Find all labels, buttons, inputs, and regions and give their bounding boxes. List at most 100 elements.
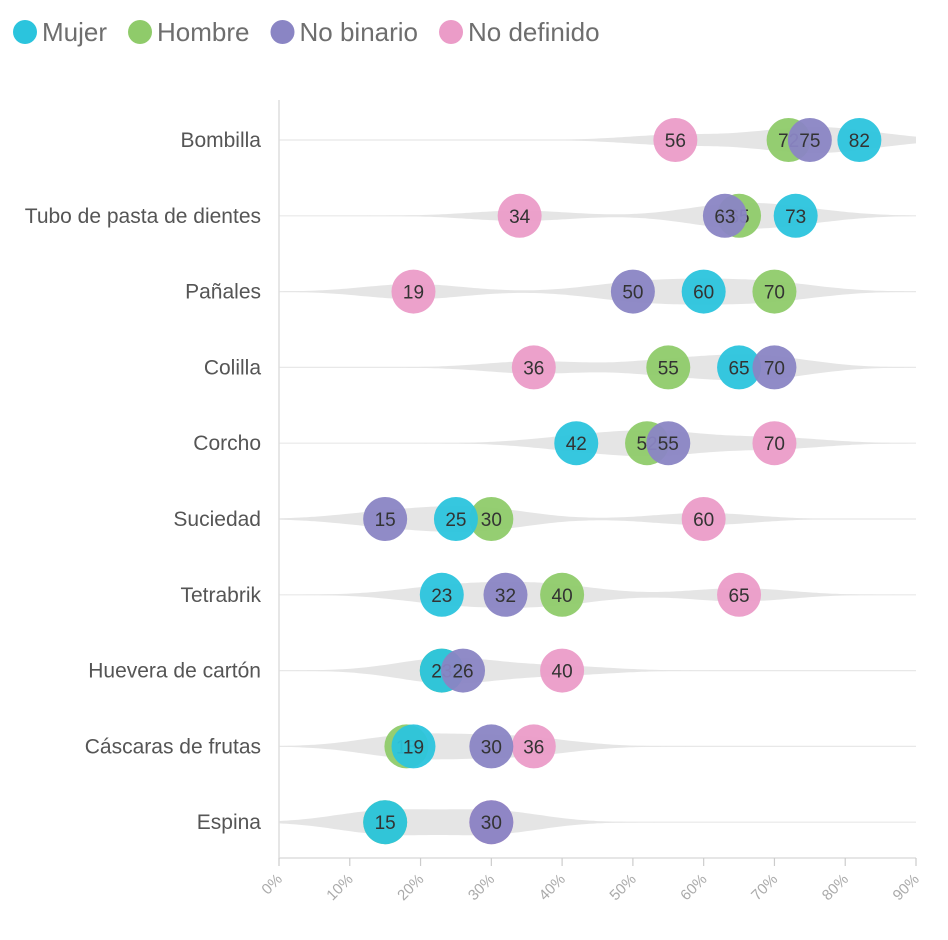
- dot-label-bombilla-no-binario: 75: [799, 131, 820, 152]
- category-label-cascaras-de-frutas: Cáscaras de frutas: [85, 735, 261, 758]
- dot-label-espina-mujer: 15: [375, 813, 396, 834]
- dot-label-huevera-de-carton-no-binario: 26: [452, 662, 473, 683]
- point-suciedad-hombre: 30: [469, 497, 514, 541]
- dot-corcho-mujer: [554, 421, 599, 466]
- dot-label-colilla-no-definido: 36: [523, 358, 544, 379]
- dot-corcho-no-binario: [646, 421, 691, 466]
- point-tetrabrik-hombre: 40: [540, 572, 585, 617]
- dot-label-huevera-de-carton-no-definido: 40: [552, 662, 573, 683]
- dot-panales-no-definido: [391, 269, 436, 314]
- legend-label-no-binario: No binario: [300, 17, 419, 47]
- dot-label-cascaras-de-frutas-no-definido: 36: [523, 737, 544, 758]
- point-cascaras-de-frutas-no-binario: 30: [469, 724, 514, 769]
- dot-tubo-de-pasta-de-dientes-mujer: [773, 193, 818, 238]
- dot-panales-hombre: [752, 269, 797, 314]
- x-tick-label-70: 70%: [748, 871, 781, 904]
- dot-suciedad-no-binario: [363, 497, 408, 541]
- dot-huevera-de-carton-no-definido: [540, 648, 585, 693]
- dot-cascaras-de-frutas-no-binario: [469, 724, 514, 769]
- category-label-colilla: Colilla: [204, 356, 262, 379]
- category-label-espina: Espina: [197, 811, 262, 834]
- dot-label-tubo-de-pasta-de-dientes-no-definido: 34: [509, 207, 531, 228]
- dot-tubo-de-pasta-de-dientes-no-definido: [497, 193, 542, 238]
- dot-label-colilla-hombre: 55: [658, 358, 679, 379]
- dot-label-tetrabrik-no-definido: 65: [728, 586, 749, 607]
- distribution-tubo-de-pasta-de-dientes: [279, 202, 916, 229]
- legend-swatch-hombre: [128, 20, 153, 44]
- dot-colilla-no-definido: [511, 345, 556, 390]
- category-label-huevera-de-carton: Huevera de cartón: [88, 660, 261, 683]
- dot-suciedad-no-definido: [681, 497, 726, 541]
- point-tubo-de-pasta-de-dientes-mujer: 73: [773, 193, 818, 238]
- dot-label-suciedad-mujer: 25: [445, 510, 466, 531]
- dot-label-tetrabrik-hombre: 40: [552, 586, 573, 607]
- x-tick-label-10: 10%: [323, 871, 356, 904]
- legend: Mujer Hombre No binario No definido: [13, 17, 600, 47]
- data-points: 5672827534657363197060503655657070524255…: [363, 118, 882, 845]
- distribution-shapes: [279, 127, 916, 836]
- dot-label-espina-no-binario: 30: [481, 813, 502, 834]
- dot-label-tubo-de-pasta-de-dientes-no-binario: 63: [714, 207, 735, 228]
- legend-label-mujer: Mujer: [42, 17, 107, 47]
- point-huevera-de-carton-no-definido: 40: [540, 648, 585, 693]
- category-label-suciedad: Suciedad: [173, 508, 261, 531]
- point-corcho-no-definido: 70: [752, 421, 797, 466]
- grid-lines: [279, 139, 916, 823]
- x-tick-label-80: 80%: [819, 871, 852, 904]
- legend-swatch-no-definido: [439, 20, 464, 44]
- dot-tetrabrik-hombre: [540, 572, 585, 617]
- x-tick-label-20: 20%: [394, 871, 427, 904]
- distribution-tetrabrik: [279, 581, 916, 608]
- point-colilla-no-definido: 36: [511, 345, 556, 390]
- distribution-cascaras-de-frutas: [279, 733, 916, 760]
- dot-panales-mujer: [681, 269, 726, 314]
- point-bombilla-mujer: 82: [837, 118, 882, 162]
- dot-label-cascaras-de-frutas-no-binario: 30: [481, 737, 502, 758]
- dot-cascaras-de-frutas-mujer: [391, 724, 436, 769]
- category-labels: Bombilla Tubo de pasta de dientes Pañales C…: [25, 129, 262, 834]
- point-espina-no-binario: 30: [469, 800, 514, 845]
- point-colilla-hombre: 55: [646, 345, 691, 390]
- x-tick-label-90: 90%: [890, 871, 923, 904]
- dot-espina-no-binario: [469, 800, 514, 845]
- point-panales-no-definido: 19: [391, 269, 436, 314]
- dot-label-corcho-no-binario: 55: [658, 434, 679, 455]
- x-tick-label-40: 40%: [536, 871, 569, 904]
- dot-colilla-hombre: [646, 345, 691, 390]
- dot-label-cascaras-de-frutas-mujer: 19: [403, 737, 424, 758]
- dot-cascaras-de-frutas-no-definido: [511, 724, 556, 769]
- dot-label-panales-hombre: 70: [764, 283, 785, 304]
- point-colilla-mujer: 65: [717, 345, 762, 390]
- point-suciedad-mujer: 25: [433, 497, 478, 541]
- category-label-corcho: Corcho: [193, 432, 261, 455]
- x-tick-label-60: 60%: [677, 871, 710, 904]
- point-panales-no-binario: 50: [610, 269, 655, 314]
- dot-bombilla-no-binario: [787, 118, 832, 162]
- point-bombilla-no-definido: 56: [653, 118, 698, 162]
- dot-corcho-no-definido: [752, 421, 797, 466]
- point-tetrabrik-mujer: 23: [419, 572, 464, 617]
- dot-label-corcho-no-definido: 70: [764, 434, 785, 455]
- category-label-panales: Pañales: [185, 281, 261, 304]
- dot-label-bombilla-no-definido: 56: [665, 131, 686, 152]
- dot-label-tubo-de-pasta-de-dientes-mujer: 73: [785, 207, 806, 228]
- dot-suciedad-hombre: [469, 497, 514, 541]
- distribution-bombilla: [279, 127, 916, 153]
- dot-label-corcho-mujer: 42: [566, 434, 587, 455]
- dot-label-panales-no-definido: 19: [403, 283, 424, 304]
- point-colilla-no-binario: 70: [752, 345, 797, 390]
- category-label-bombilla: Bombilla: [180, 129, 261, 152]
- category-label-tetrabrik: Tetrabrik: [180, 584, 261, 607]
- point-tubo-de-pasta-de-dientes-no-definido: 34: [497, 193, 542, 238]
- dot-tetrabrik-no-binario: [483, 572, 528, 617]
- dot-espina-mujer: [363, 800, 408, 845]
- point-tetrabrik-no-definido: 65: [717, 572, 762, 617]
- legend-label-no-definido: No definido: [468, 17, 600, 47]
- point-panales-hombre: 70: [752, 269, 797, 314]
- point-tubo-de-pasta-de-dientes-no-binario: 63: [702, 193, 747, 238]
- dot-tubo-de-pasta-de-dientes-no-binario: [702, 193, 747, 238]
- point-panales-mujer: 60: [681, 269, 726, 314]
- distribution-espina: [279, 809, 916, 836]
- x-tick-label-50: 50%: [606, 871, 639, 904]
